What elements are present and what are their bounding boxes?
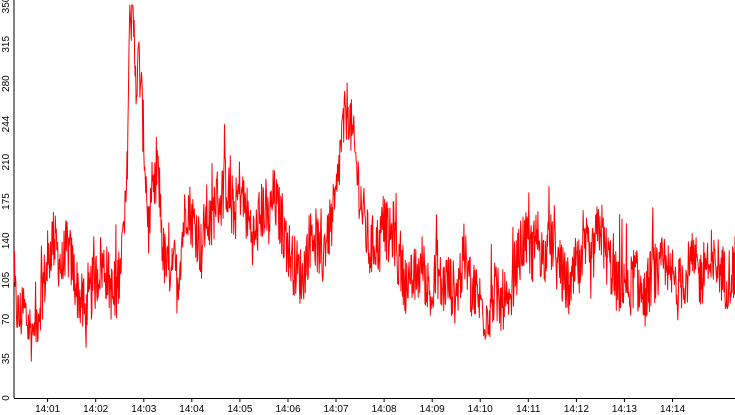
x-tick-label: 14:02 <box>83 404 108 415</box>
x-tick-label: 14:06 <box>275 404 300 415</box>
x-tick-label: 14:11 <box>516 404 541 415</box>
x-tick-label: 14:13 <box>612 404 637 415</box>
y-tick-label: 350 <box>1 0 12 13</box>
x-tick-label: 14:14 <box>660 404 685 415</box>
x-tick-label: 14:08 <box>372 404 397 415</box>
y-tick-label: 315 <box>1 36 12 53</box>
x-tick-label: 14:07 <box>323 404 348 415</box>
x-tick-label: 14:09 <box>420 404 445 415</box>
x-tick-label: 14:05 <box>227 404 252 415</box>
y-tick-label: 175 <box>1 193 12 210</box>
x-tick-label: 14:01 <box>35 404 60 415</box>
y-tick-label: 0 <box>1 395 12 401</box>
y-tick-label: 280 <box>1 75 12 92</box>
x-tick-label: 14:12 <box>564 404 589 415</box>
series-line <box>13 4 735 362</box>
x-axis-ticks <box>47 398 673 402</box>
y-tick-label: 105 <box>1 271 12 288</box>
y-tick-label: 70 <box>1 313 12 325</box>
y-tick-label: 140 <box>1 232 12 249</box>
x-axis-labels: 14:01 14:02 14:03 14:04 14:05 14:06 14:07 14:08… <box>35 404 685 415</box>
x-tick-label: 14:04 <box>179 404 204 415</box>
y-tick-label: 35 <box>1 353 12 365</box>
x-tick-label: 14:03 <box>131 404 156 415</box>
y-axis-labels: 0 35 70 105 140 175 210 244 280 315 350 <box>1 0 12 401</box>
y-tick-label: 210 <box>1 153 12 170</box>
x-tick-label: 14:10 <box>468 404 493 415</box>
y-tick-label: 244 <box>1 115 12 132</box>
